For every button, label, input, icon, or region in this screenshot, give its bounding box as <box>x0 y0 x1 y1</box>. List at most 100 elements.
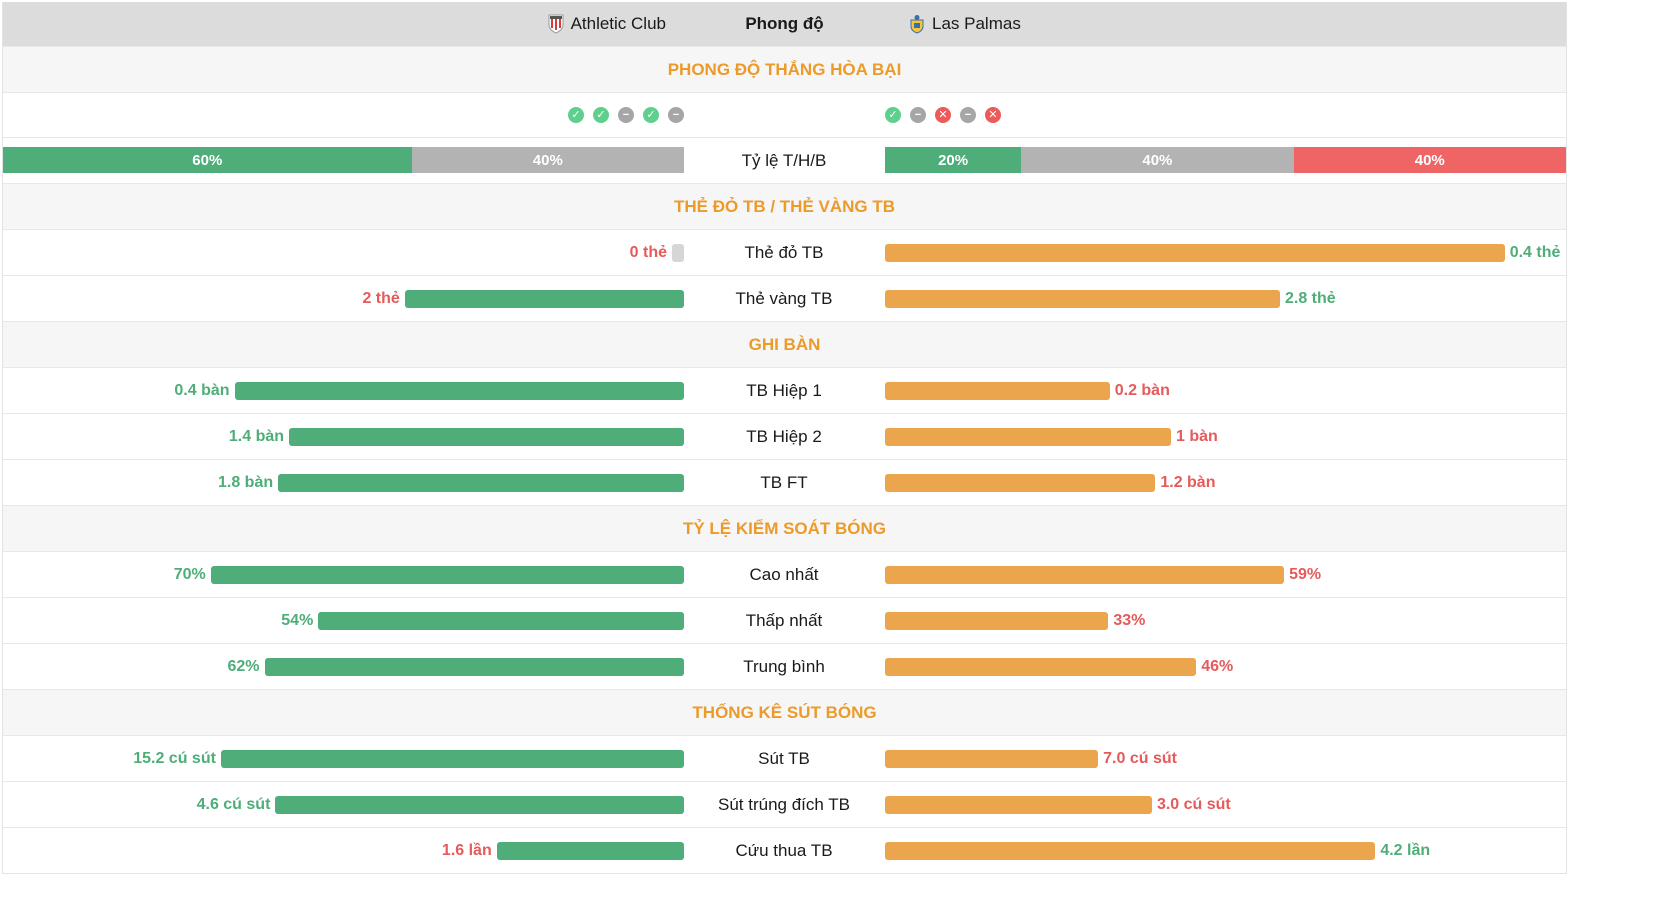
form-comparison-panel: Athletic Club Phong độ Las Palmas PHONG … <box>2 2 1567 874</box>
away-ratio-segment: 40% <box>1293 147 1566 173</box>
away-team-name: Las Palmas <box>932 14 1021 33</box>
home-stat-value: 1.6 lần <box>441 841 492 859</box>
away-form-icons: ✓ − ✕ − ✕ <box>885 93 1001 137</box>
stat-label: Sút TB <box>758 748 810 768</box>
stat-label: Sút trúng đích TB <box>718 794 850 814</box>
home-value-group: 62% <box>227 644 684 689</box>
home-form-win-icon: ✓ <box>568 107 584 123</box>
away-stat-value: 7.0 cú sút <box>1103 749 1177 767</box>
home-stat-value: 1.4 bàn <box>228 427 285 445</box>
away-stat-bar <box>885 657 1197 676</box>
stat-row-goals-h2: 1.4 bàn TB Hiệp 2 1 bàn <box>3 413 1566 459</box>
away-value-group: 1.2 bàn <box>885 460 1215 505</box>
away-stat-bar <box>885 565 1285 584</box>
form-icons-row: ✓ ✓ − ✓ − ✓ − ✕ − ✕ <box>3 92 1566 137</box>
section-possession: TỶ LỆ KIỂM SOÁT BÓNG <box>3 505 1566 551</box>
away-stat-bar <box>885 289 1280 308</box>
stat-row-saves: 1.6 lần Cứu thua TB 4.2 lần <box>3 827 1566 873</box>
section-cards: THẺ ĐỎ TB / THẺ VÀNG TB <box>3 183 1566 229</box>
away-stat-value: 4.2 lần <box>1380 841 1431 859</box>
away-value-group: 3.0 cú sút <box>885 782 1231 827</box>
away-value-group: 33% <box>885 598 1145 643</box>
home-stat-bar <box>289 427 684 446</box>
away-stat-value: 1 bàn <box>1176 427 1218 445</box>
stat-row-yellow-cards: 2 thẻ Thẻ vàng TB 2.8 thẻ <box>3 275 1566 321</box>
home-stat-bar <box>210 565 684 584</box>
stat-label: Cứu thua TB <box>735 840 833 860</box>
away-stat-bar <box>885 427 1172 446</box>
stat-row-shots-on-target: 4.6 cú sút Sút trúng đích TB 3.0 cú sút <box>3 781 1566 827</box>
away-stat-value: 59% <box>1289 565 1322 583</box>
away-stat-value: 1.2 bàn <box>1160 473 1216 491</box>
home-value-group: 1.8 bàn <box>218 460 684 505</box>
away-ratio-bar: 20% 40% 40% <box>885 147 1566 173</box>
athletic-club-crest-icon <box>548 14 564 34</box>
home-stat-value: 62% <box>227 657 260 675</box>
stat-label: Thẻ vàng TB <box>735 288 833 308</box>
home-value-group: 4.6 cú sút <box>197 782 684 827</box>
away-value-group: 7.0 cú sút <box>885 736 1177 781</box>
away-value-group: 4.2 lần <box>885 828 1430 873</box>
away-ratio-segment: 20% <box>885 147 1022 173</box>
stat-row-goals-ft: 1.8 bàn TB FT 1.2 bàn <box>3 459 1566 505</box>
home-stat-value: 0.4 bàn <box>174 381 230 399</box>
home-team[interactable]: Athletic Club <box>547 14 666 34</box>
home-stat-bar <box>220 749 684 768</box>
header-title: Phong độ <box>745 14 824 33</box>
home-value-group: 2 thẻ <box>362 276 684 321</box>
away-form-loss-icon: ✕ <box>935 107 951 123</box>
ratio-label: Tỷ lệ T/H/B <box>741 150 827 170</box>
away-team[interactable]: Las Palmas <box>908 14 1021 34</box>
stat-row-possession-min: 54% Thấp nhất 33% <box>3 597 1566 643</box>
stat-row-red-cards: 0 thẻ Thẻ đỏ TB 0.4 thẻ <box>3 229 1566 275</box>
section-shots: THỐNG KÊ SÚT BÓNG <box>3 689 1566 735</box>
home-form-icons: ✓ ✓ − ✓ − <box>568 93 684 137</box>
away-form-win-icon: ✓ <box>885 107 901 123</box>
home-stat-bar <box>672 243 684 262</box>
home-stat-value: 70% <box>173 565 206 583</box>
home-stat-bar <box>278 473 684 492</box>
away-form-draw-icon: − <box>960 107 976 123</box>
away-stat-value: 2.8 thẻ <box>1284 289 1336 307</box>
comparison-header: Athletic Club Phong độ Las Palmas <box>3 2 1566 46</box>
away-stat-bar <box>885 749 1099 768</box>
stat-row-shots-avg: 15.2 cú sút Sút TB 7.0 cú sút <box>3 735 1566 781</box>
away-stat-value: 0.4 thẻ <box>1509 243 1561 261</box>
away-stat-value: 33% <box>1113 611 1146 629</box>
home-value-group: 0 thẻ <box>630 230 684 275</box>
home-stat-value: 0 thẻ <box>629 243 667 261</box>
las-palmas-crest-icon <box>910 15 924 34</box>
section-goals: GHI BÀN <box>3 321 1566 367</box>
home-stat-bar <box>496 841 684 860</box>
home-value-group: 0.4 bàn <box>174 368 684 413</box>
stat-label: TB Hiệp 1 <box>746 380 822 400</box>
home-ratio-bar: 60% 40% <box>3 147 684 173</box>
stat-label: Cao nhất <box>749 564 819 584</box>
away-stat-value: 46% <box>1201 657 1234 675</box>
home-stat-value: 54% <box>281 611 314 629</box>
home-form-win-icon: ✓ <box>643 107 659 123</box>
home-stat-value: 2 thẻ <box>362 289 400 307</box>
home-form-draw-icon: − <box>668 107 684 123</box>
away-value-group: 0.2 bàn <box>885 368 1170 413</box>
stat-label: TB FT <box>760 472 808 492</box>
home-team-name: Athletic Club <box>570 14 666 33</box>
stat-row-possession-avg: 62% Trung bình 46% <box>3 643 1566 689</box>
home-stat-bar <box>234 381 684 400</box>
section-form: PHONG ĐỘ THẮNG HÒA BẠI <box>3 46 1566 92</box>
home-stat-value: 15.2 cú sút <box>133 749 216 767</box>
away-stat-bar <box>885 841 1376 860</box>
home-stat-bar <box>404 289 684 308</box>
home-value-group: 1.4 bàn <box>229 414 684 459</box>
ratio-row: 60% 40% Tỷ lệ T/H/B 20% 40% 40% <box>3 137 1566 183</box>
away-stat-bar <box>885 611 1109 630</box>
away-value-group: 1 bàn <box>885 414 1218 459</box>
home-form-win-icon: ✓ <box>593 107 609 123</box>
away-form-draw-icon: − <box>910 107 926 123</box>
home-value-group: 15.2 cú sút <box>133 736 684 781</box>
away-stat-value: 3.0 cú sút <box>1156 795 1231 813</box>
home-stat-bar <box>318 611 684 630</box>
stat-row-possession-max: 70% Cao nhất 59% <box>3 551 1566 597</box>
away-ratio-segment: 40% <box>1021 147 1294 173</box>
home-ratio-segment: 40% <box>411 147 684 173</box>
